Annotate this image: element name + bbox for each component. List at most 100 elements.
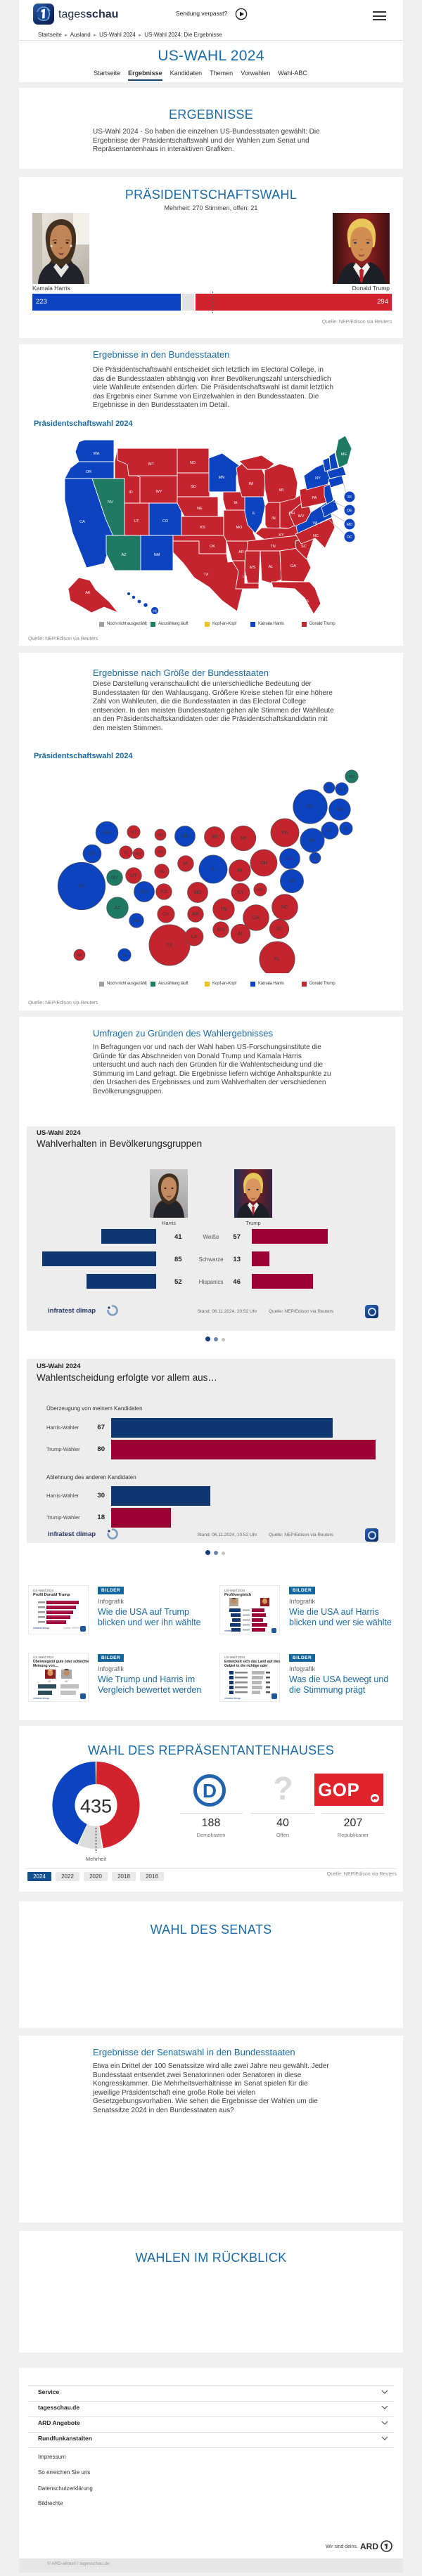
svg-text:RI: RI (344, 827, 348, 831)
svg-text:AR: AR (192, 912, 199, 917)
svg-text:NY: NY (307, 805, 314, 809)
svg-text:ME: ME (341, 453, 347, 457)
svg-text:VT: VT (326, 786, 332, 791)
svg-text:MO: MO (193, 890, 202, 895)
svg-text:NE: NE (159, 870, 165, 874)
svg-text:NY: NY (315, 476, 321, 481)
svg-text:VA: VA (313, 521, 318, 526)
svg-text:NV: NV (108, 500, 113, 505)
svg-text:SD: SD (158, 850, 163, 854)
svg-text:GA: GA (290, 564, 296, 568)
svg-text:NJ: NJ (309, 838, 316, 843)
svg-text:US-Wahl 2024: US-Wahl 2024 (224, 1655, 245, 1659)
svg-text:AK: AK (77, 954, 82, 958)
svg-text:Quelle: NEP/Edison: Quelle: NEP/Edison (63, 1627, 85, 1629)
svg-text:IA: IA (184, 861, 188, 866)
svg-text:AZ: AZ (115, 906, 122, 911)
svg-text:NC: NC (313, 534, 319, 538)
svg-text:LA: LA (243, 575, 248, 579)
svg-text:ND: ND (158, 833, 163, 838)
svg-text:IA: IA (234, 501, 238, 505)
svg-text:KS: KS (200, 526, 205, 530)
svg-text:FL: FL (305, 599, 309, 604)
svg-text:MN: MN (181, 834, 189, 839)
svg-text:KY: KY (279, 533, 284, 538)
svg-text:WY: WY (136, 852, 142, 857)
svg-text:US-Wahl 2024: US-Wahl 2024 (224, 1589, 245, 1592)
svg-text:WV: WV (257, 888, 264, 892)
svg-text:TN: TN (270, 545, 275, 549)
svg-text:UT: UT (134, 519, 139, 523)
svg-text:AK: AK (85, 591, 91, 595)
svg-text:MT: MT (148, 462, 155, 467)
svg-text:VA: VA (289, 879, 295, 884)
svg-text:NV: NV (111, 876, 118, 880)
svg-text:Profilvergleich: Profilvergleich (224, 1593, 252, 1597)
svg-text:HI: HI (122, 954, 127, 958)
svg-text:MN: MN (219, 476, 225, 480)
svg-text:Überwiegend gute oder schlecht: Überwiegend gute oder schlechte (33, 1659, 89, 1664)
svg-text:CA: CA (79, 520, 85, 524)
svg-text:ID: ID (129, 490, 133, 495)
svg-text:NE: NE (197, 507, 203, 511)
svg-text:AL: AL (238, 932, 244, 937)
svg-text:SC: SC (301, 545, 307, 549)
svg-text:NM: NM (134, 919, 140, 923)
svg-text:OK: OK (210, 545, 215, 549)
svg-text:PA: PA (312, 496, 317, 500)
svg-text:WI: WI (249, 482, 254, 486)
svg-text:OH: OH (260, 861, 268, 866)
svg-text:GA: GA (252, 916, 260, 921)
svg-text:43: 43 (48, 1680, 51, 1683)
svg-text:435: 435 (80, 1796, 112, 1817)
svg-text:PA: PA (282, 831, 288, 835)
svg-text:CO: CO (162, 519, 169, 523)
svg-text:Meinung von…: Meinung von… (33, 1664, 58, 1668)
svg-text:KS: KS (160, 890, 167, 895)
svg-text:CO: CO (141, 890, 148, 895)
svg-text:NH: NH (339, 788, 345, 792)
svg-text:NM: NM (154, 553, 160, 557)
svg-text:WA: WA (103, 831, 110, 835)
svg-text:Profil Donald Trump: Profil Donald Trump (33, 1593, 70, 1597)
svg-text:Gebiet in die richtige oder: Gebiet in die richtige oder (224, 1664, 268, 1668)
svg-text:MI: MI (241, 836, 246, 841)
svg-text:WA: WA (94, 452, 100, 456)
svg-text:WV: WV (298, 514, 305, 519)
svg-text:AZ: AZ (121, 553, 127, 557)
svg-text:UT: UT (130, 873, 137, 878)
svg-text:NC: NC (281, 905, 288, 910)
svg-text:US-Wahl 2024: US-Wahl 2024 (33, 1589, 54, 1592)
svg-text:RI: RI (347, 495, 352, 500)
svg-text:DE: DE (312, 857, 318, 861)
svg-text:MS: MS (217, 928, 225, 932)
svg-text:ND: ND (190, 461, 196, 465)
svg-text:OK: OK (162, 912, 170, 917)
svg-text:TX: TX (167, 943, 173, 948)
svg-text:US-Wahl 2024: US-Wahl 2024 (33, 1655, 54, 1659)
svg-text:OH: OH (289, 512, 295, 516)
svg-text:MI: MI (279, 488, 284, 493)
svg-text:MS: MS (250, 566, 256, 570)
svg-text:CA: CA (78, 884, 85, 889)
svg-text:48: 48 (65, 1680, 68, 1683)
svg-text:MT: MT (131, 831, 137, 835)
svg-text:DE: DE (347, 509, 352, 513)
svg-text:AL: AL (269, 565, 274, 569)
svg-text:IN: IN (238, 869, 243, 873)
svg-text:TX: TX (203, 573, 208, 577)
svg-text:D: D (203, 1780, 217, 1802)
svg-text:KY: KY (237, 890, 244, 895)
svg-text:ME: ME (349, 775, 355, 779)
svg-text:LA: LA (191, 935, 198, 939)
svg-text:MO: MO (236, 526, 243, 530)
svg-text:FL: FL (274, 957, 280, 962)
svg-text:HI: HI (153, 610, 157, 614)
svg-text:SD: SD (191, 485, 196, 489)
svg-text:infratest dimap: infratest dimap (224, 1629, 241, 1632)
svg-text:ID: ID (124, 851, 128, 855)
svg-text:DC: DC (347, 535, 352, 540)
svg-text:Entwickelt sich das Land auf d: Entwickelt sich das Land auf diesem (224, 1660, 280, 1664)
svg-text:MA: MA (336, 807, 344, 812)
svg-text:WY: WY (156, 490, 162, 494)
